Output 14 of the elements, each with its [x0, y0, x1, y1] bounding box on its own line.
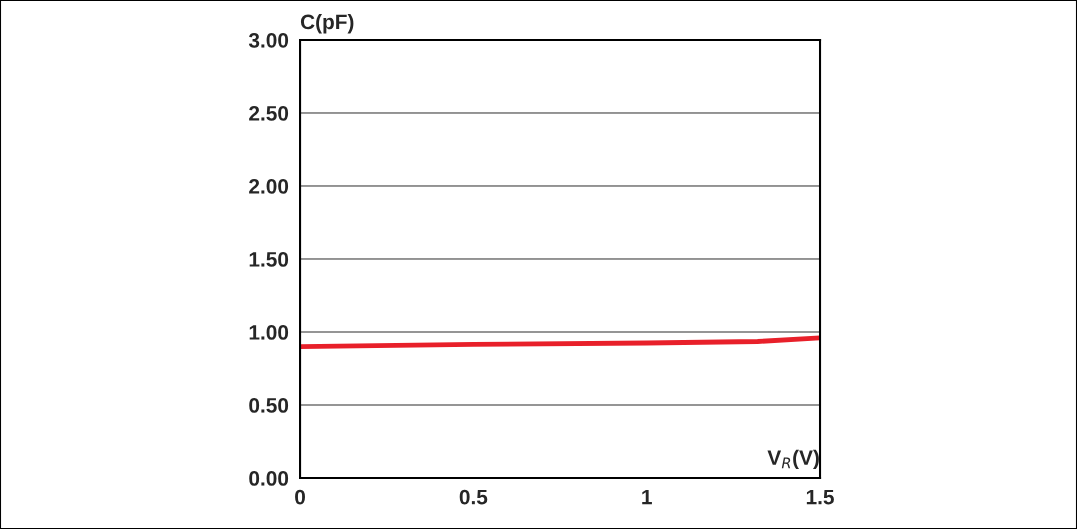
- x-tick-label: 1.5: [806, 489, 834, 505]
- y-tick-label: 1.00: [249, 325, 289, 340]
- y-tick-label: 1.50: [249, 252, 289, 267]
- y-tick-label: 3.00: [248, 32, 289, 48]
- y-tick-label: 2.50: [249, 106, 289, 121]
- y-tick-label: 2.00: [249, 179, 289, 194]
- x-tick-label: 0.5: [459, 489, 488, 505]
- x-tick-label: 0: [295, 489, 305, 505]
- line-series: [300, 335, 821, 350]
- x-axis-title: V$_{R}$(V): [767, 449, 819, 470]
- y-tick-label: 0.50: [249, 398, 289, 413]
- x-tick-label: 1: [642, 489, 652, 505]
- y-axis-title: C(pF): [300, 14, 354, 34]
- y-tick-label: 0.00: [249, 471, 289, 486]
